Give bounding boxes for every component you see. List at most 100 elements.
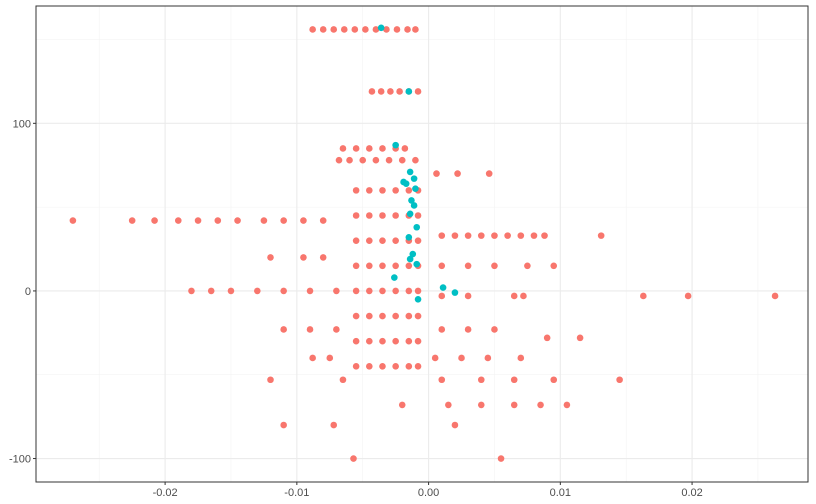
point: [576, 334, 584, 342]
point: [366, 212, 373, 219]
point: [396, 88, 403, 95]
x-tick-label: 0.00: [418, 487, 439, 499]
point: [491, 232, 498, 239]
point: [517, 354, 525, 362]
point: [174, 217, 182, 224]
point: [406, 255, 414, 263]
point: [280, 421, 287, 429]
point: [406, 210, 414, 218]
point: [414, 88, 422, 95]
y-tick-label: 100: [13, 118, 31, 130]
point: [379, 312, 386, 320]
point: [339, 376, 347, 384]
point: [207, 287, 215, 295]
point: [267, 376, 274, 384]
point: [412, 185, 419, 192]
point: [414, 287, 422, 295]
point: [377, 24, 385, 32]
point: [640, 292, 647, 300]
point: [414, 312, 422, 320]
point: [379, 337, 386, 345]
point: [438, 376, 446, 384]
x-tick-label: -0.01: [284, 487, 309, 499]
point: [524, 262, 531, 270]
point: [431, 354, 439, 362]
point: [433, 170, 440, 177]
point: [409, 250, 417, 258]
point: [401, 145, 409, 152]
point: [410, 202, 418, 209]
point: [451, 421, 459, 429]
point: [451, 289, 459, 296]
point: [393, 26, 401, 33]
point: [414, 212, 422, 219]
point: [445, 401, 452, 409]
point: [405, 187, 413, 194]
point: [458, 354, 465, 362]
y-tick-label: -100: [9, 454, 31, 466]
point: [330, 421, 338, 429]
point: [392, 237, 399, 244]
point: [309, 354, 316, 362]
point: [413, 260, 421, 268]
point: [510, 292, 518, 300]
point: [392, 337, 399, 345]
point: [352, 145, 360, 152]
point: [352, 237, 360, 244]
point: [413, 223, 421, 231]
point: [352, 287, 360, 295]
point: [383, 26, 390, 33]
point: [597, 232, 605, 239]
point: [362, 26, 369, 33]
point: [352, 187, 360, 194]
point: [517, 232, 525, 239]
point: [405, 287, 413, 295]
point: [484, 354, 492, 362]
point: [366, 363, 373, 370]
point: [537, 401, 544, 409]
point: [333, 326, 340, 333]
point: [366, 237, 373, 244]
point: [306, 326, 314, 333]
point: [309, 26, 316, 33]
point: [392, 187, 399, 194]
point: [414, 237, 422, 244]
point: [504, 232, 511, 239]
point: [366, 187, 373, 194]
point: [392, 312, 399, 320]
point: [464, 262, 472, 270]
point: [366, 287, 373, 295]
point: [414, 337, 422, 345]
point: [464, 232, 472, 239]
point: [414, 296, 422, 303]
point: [359, 156, 367, 164]
point: [438, 262, 446, 270]
point: [319, 217, 327, 224]
point: [464, 326, 472, 333]
point: [392, 212, 399, 219]
point: [439, 284, 447, 291]
point: [477, 401, 485, 409]
point: [188, 287, 195, 295]
panel-border: [35, 5, 809, 483]
point: [464, 292, 472, 300]
point: [366, 145, 373, 152]
point: [128, 217, 136, 224]
point: [405, 233, 413, 241]
point: [319, 26, 327, 33]
point: [616, 376, 623, 384]
point: [410, 175, 418, 182]
point: [351, 26, 359, 33]
point: [372, 156, 380, 164]
x-tick-label: 0.02: [681, 487, 702, 499]
point: [379, 287, 386, 295]
point: [404, 26, 411, 33]
point: [366, 312, 373, 320]
point: [300, 254, 307, 261]
point: [684, 292, 692, 300]
point: [333, 287, 340, 295]
point: [372, 26, 380, 33]
point: [379, 262, 386, 270]
point: [438, 292, 446, 300]
point: [405, 337, 413, 345]
